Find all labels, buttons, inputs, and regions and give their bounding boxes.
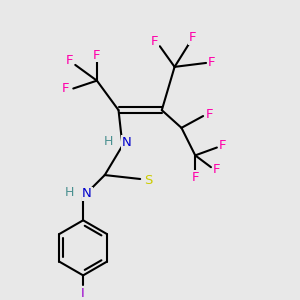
- Text: S: S: [144, 175, 152, 188]
- Text: F: F: [208, 56, 216, 69]
- Text: F: F: [188, 31, 196, 44]
- Text: N: N: [122, 136, 131, 149]
- Text: F: F: [62, 82, 69, 95]
- Text: F: F: [151, 35, 159, 48]
- Text: F: F: [93, 49, 100, 62]
- Text: F: F: [205, 108, 213, 121]
- Text: F: F: [219, 139, 226, 152]
- Text: F: F: [66, 55, 73, 68]
- Text: F: F: [191, 170, 199, 184]
- Text: F: F: [213, 163, 220, 176]
- Text: H: H: [65, 186, 74, 199]
- Text: N: N: [82, 187, 92, 200]
- Text: I: I: [81, 286, 85, 300]
- Text: H: H: [104, 135, 113, 148]
